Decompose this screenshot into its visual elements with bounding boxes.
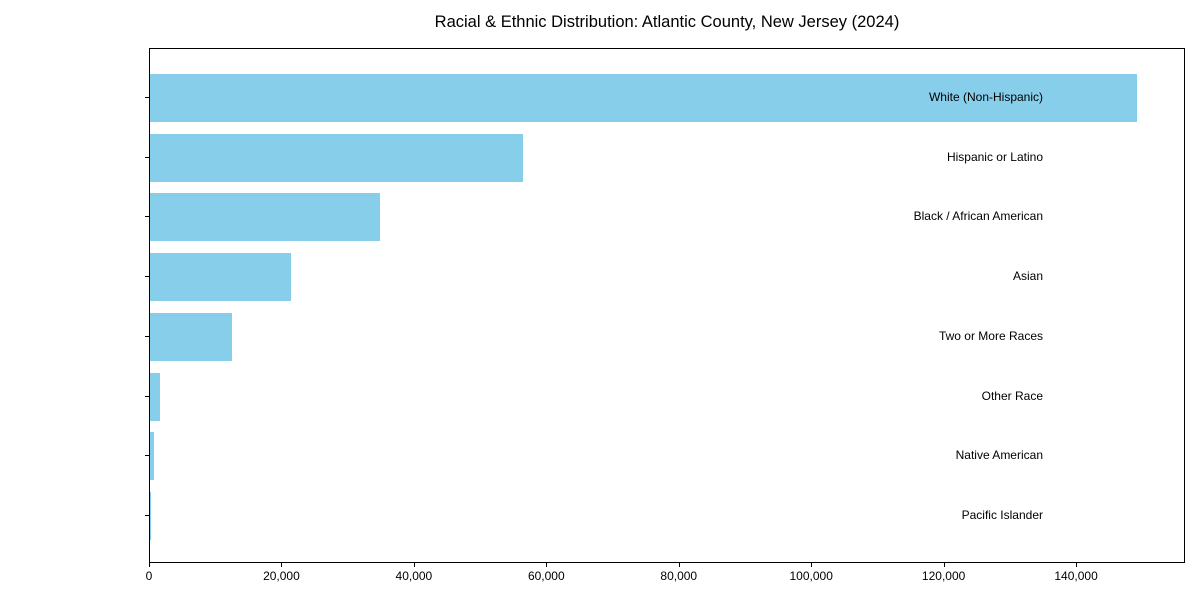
y-tick-label: Other Race	[981, 388, 1043, 403]
y-tick-label: White (Non-Hispanic)	[928, 90, 1043, 104]
y-tick-mark	[145, 455, 149, 457]
x-tick-label: 120,000	[921, 569, 966, 583]
y-tick-mark	[145, 335, 149, 337]
y-tick-mark	[145, 276, 149, 278]
y-tick-label: Pacific Islander	[961, 508, 1043, 522]
bar	[150, 74, 1137, 122]
x-tick-mark	[281, 563, 283, 567]
x-tick-label: 80,000	[660, 569, 698, 583]
bar	[150, 492, 151, 540]
x-tick-label: 20,000	[263, 569, 300, 583]
chart-title: Racial & Ethnic Distribution: Atlantic C…	[434, 13, 900, 31]
plot-area	[149, 48, 1185, 563]
y-tick-mark	[145, 216, 149, 218]
x-tick-mark	[811, 563, 813, 567]
x-tick-label: 60,000	[527, 569, 565, 583]
x-tick-label: 0	[145, 569, 153, 583]
x-tick-label: 100,000	[789, 569, 833, 583]
y-tick-label: Hispanic or Latino	[946, 149, 1043, 164]
y-tick-label: Asian	[1012, 269, 1043, 284]
y-tick-mark	[145, 515, 149, 516]
bar	[150, 372, 160, 421]
x-tick-mark	[943, 563, 945, 567]
y-tick-label: Native American	[955, 448, 1043, 463]
x-tick-label: 140,000	[1054, 569, 1098, 583]
bar	[150, 253, 292, 302]
bar	[150, 312, 233, 361]
bar	[150, 133, 523, 182]
x-tick-mark	[678, 563, 680, 567]
y-tick-label: Black / African American	[913, 209, 1043, 224]
bar	[150, 193, 380, 242]
x-tick-label: 40,000	[395, 569, 433, 583]
x-tick-mark	[149, 563, 150, 567]
y-tick-mark	[145, 156, 149, 158]
y-tick-mark	[145, 97, 149, 98]
bar	[150, 432, 154, 481]
x-tick-mark	[1076, 563, 1078, 567]
y-tick-mark	[145, 395, 149, 397]
y-tick-label: Two or More Races	[938, 328, 1043, 343]
x-tick-mark	[413, 563, 415, 567]
x-tick-mark	[546, 563, 548, 567]
